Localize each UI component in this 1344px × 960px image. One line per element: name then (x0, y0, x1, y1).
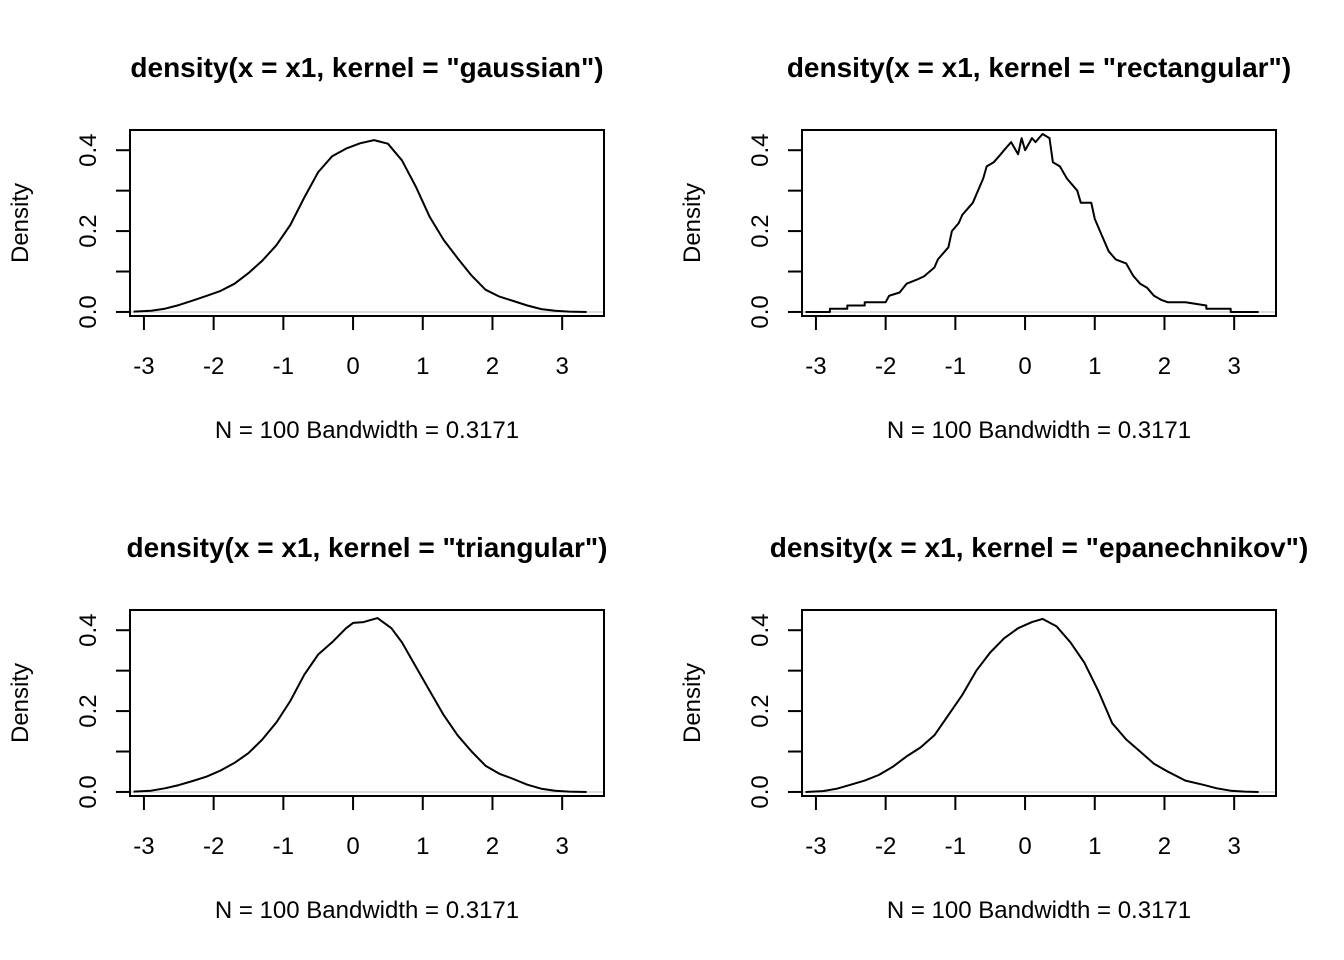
y-tick-label: 0.4 (747, 614, 774, 647)
y-tick-label: 0.2 (75, 694, 102, 727)
density-panel-3: density(x = x1, kernel = "triangular") -3… (7, 532, 607, 924)
x-axis-label: N = 100 Bandwidth = 0.3171 (887, 897, 1191, 924)
y-tick-label: 0.0 (75, 775, 102, 808)
y-tick-label: 0.0 (75, 295, 102, 328)
x-tick-label: 0 (1018, 833, 1031, 860)
x-tick-label: 3 (555, 833, 568, 860)
x-tick-label: -1 (945, 833, 966, 860)
plot-frame (129, 129, 605, 317)
x-tick-label: 1 (1088, 353, 1101, 380)
x-tick-label: 1 (416, 833, 429, 860)
density-panel-2: density(x = x1, kernel = "rectangular") -… (679, 52, 1291, 444)
panel-title: density(x = x1, kernel = "triangular") (127, 532, 608, 563)
x-tick-label: -2 (875, 833, 896, 860)
plot-frame (801, 129, 1277, 317)
x-tick-label: -2 (203, 833, 224, 860)
density-curve (805, 617, 1259, 793)
x-tick-label: 2 (486, 833, 499, 860)
x-tick-label: 0 (346, 833, 359, 860)
panel-title: density(x = x1, kernel = "epanechnikov") (770, 532, 1309, 563)
x-tick-label: 0 (346, 353, 359, 380)
y-tick-label: 0.0 (747, 295, 774, 328)
x-tick-label: -1 (273, 353, 294, 380)
y-tick-label: 0.0 (747, 775, 774, 808)
y-tick-label: 0.4 (747, 134, 774, 167)
y-tick-label: 0.2 (75, 214, 102, 247)
x-axis-label: N = 100 Bandwidth = 0.3171 (215, 417, 519, 444)
x-tick-label: 3 (1227, 353, 1240, 380)
y-axis-label: Density (679, 183, 706, 263)
x-tick-label: -1 (273, 833, 294, 860)
y-tick-label: 0.4 (75, 134, 102, 167)
y-tick-label: 0.2 (747, 214, 774, 247)
y-tick-label: 0.4 (75, 614, 102, 647)
plot-frame (801, 609, 1277, 797)
y-axis-label: Density (7, 663, 34, 743)
x-tick-label: -3 (133, 833, 154, 860)
density-panel-4: density(x = x1, kernel = "epanechnikov")… (679, 532, 1308, 924)
x-tick-label: 2 (486, 353, 499, 380)
x-tick-label: -3 (133, 353, 154, 380)
density-curve (133, 617, 587, 793)
y-axis-label: Density (679, 663, 706, 743)
x-tick-label: -3 (805, 353, 826, 380)
density-curve (805, 133, 1259, 313)
x-axis-label: N = 100 Bandwidth = 0.3171 (887, 417, 1191, 444)
panel-title: density(x = x1, kernel = "rectangular") (787, 52, 1291, 83)
x-tick-label: -2 (875, 353, 896, 380)
x-tick-label: -2 (203, 353, 224, 380)
x-tick-label: 1 (416, 353, 429, 380)
x-tick-label: 3 (555, 353, 568, 380)
panel-title: density(x = x1, kernel = "gaussian") (130, 52, 603, 83)
x-axis-label: N = 100 Bandwidth = 0.3171 (215, 897, 519, 924)
x-tick-label: 1 (1088, 833, 1101, 860)
x-tick-label: 3 (1227, 833, 1240, 860)
y-axis-label: Density (7, 183, 34, 263)
x-tick-label: -1 (945, 353, 966, 380)
plot-frame (129, 609, 605, 797)
density-curve (133, 139, 587, 313)
x-tick-label: -3 (805, 833, 826, 860)
x-tick-label: 0 (1018, 353, 1031, 380)
x-tick-label: 2 (1158, 833, 1171, 860)
density-panel-1: density(x = x1, kernel = "gaussian") -3 -2… (7, 52, 605, 444)
x-tick-label: 2 (1158, 353, 1171, 380)
y-tick-label: 0.2 (747, 694, 774, 727)
